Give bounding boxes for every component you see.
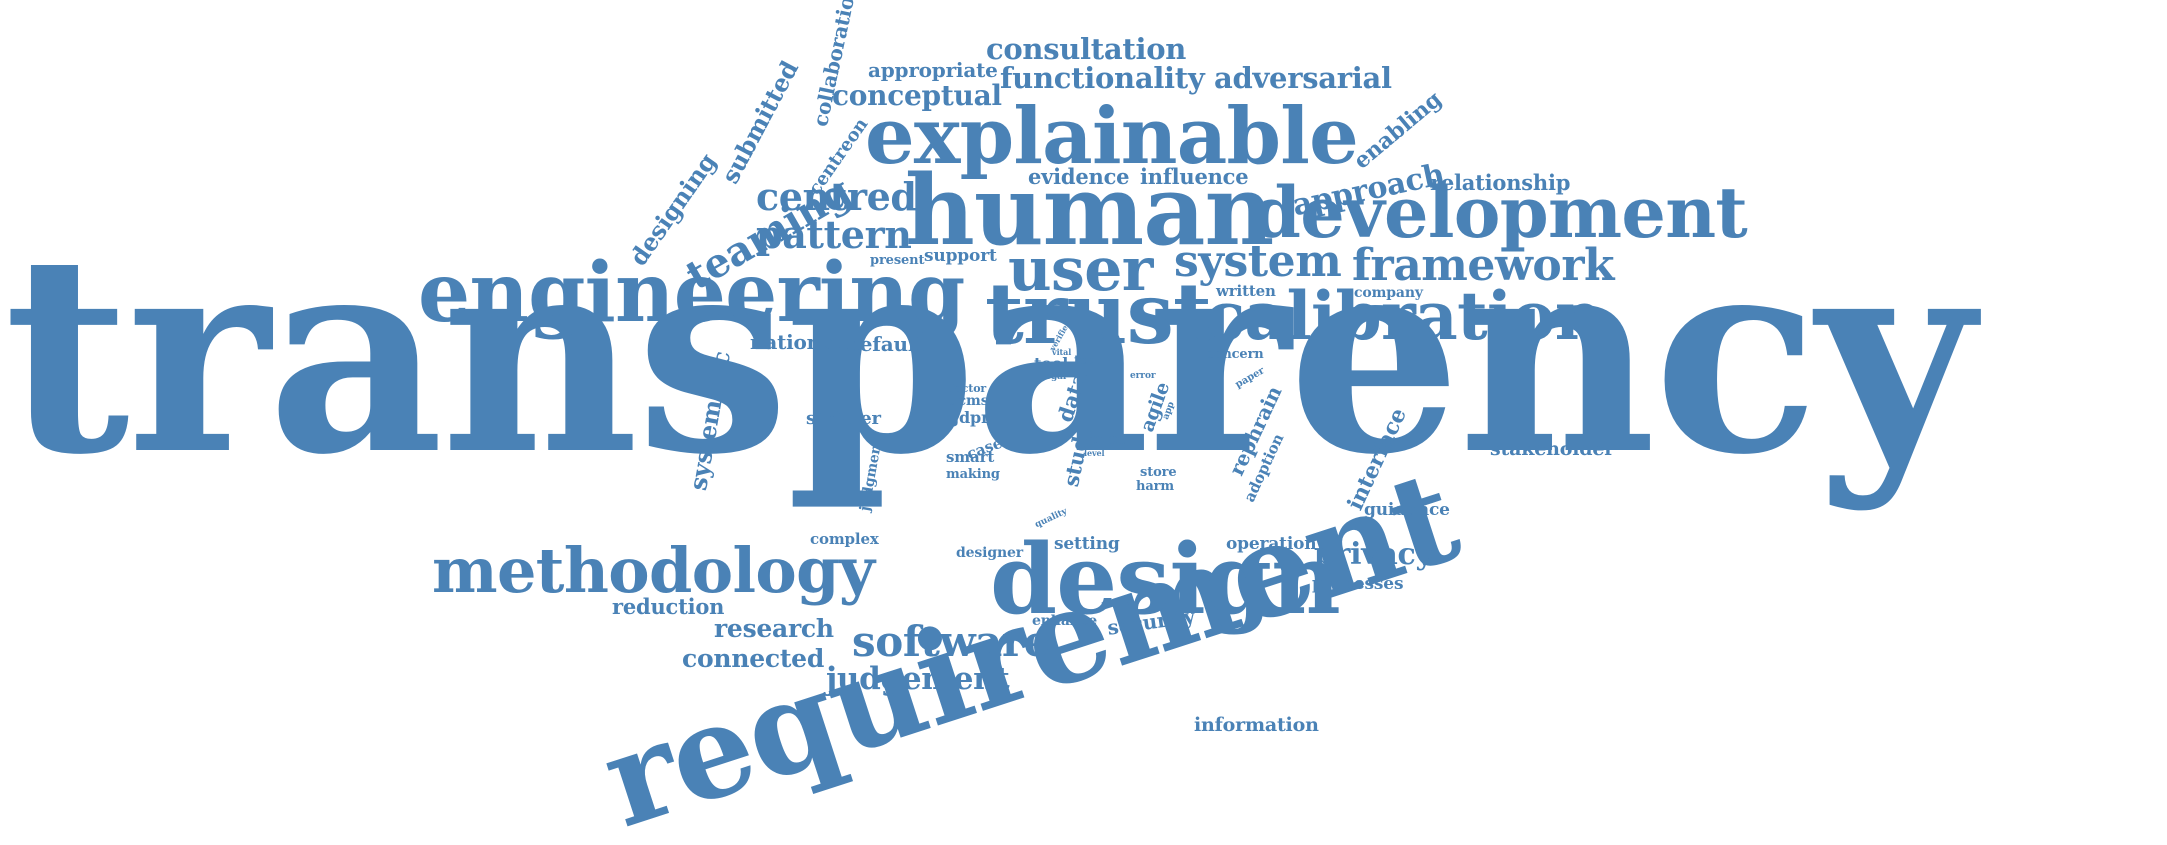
word-judgement: judgement: [826, 661, 1010, 697]
word-national: national: [750, 330, 842, 354]
word-user: user: [1008, 235, 1153, 305]
word-evidence: evidence: [1028, 164, 1130, 189]
word-concern: concern: [1206, 347, 1264, 362]
word-consultation: consultation: [986, 32, 1187, 66]
word-explainable: explainable: [865, 91, 1359, 182]
word-design: design: [990, 523, 1341, 636]
word-engineering: engineering: [418, 245, 965, 341]
word-functionality: functionality: [1000, 61, 1205, 95]
word-trust: trust: [985, 264, 1212, 363]
word-influence: influence: [1140, 164, 1249, 189]
word-proc: proc: [1090, 430, 1127, 448]
word-stakeholder: stakeholder: [1490, 438, 1615, 460]
word-guidance: guidance: [1364, 500, 1450, 520]
word-tool: tool: [1034, 354, 1069, 373]
word-gdpr: gdpr: [948, 408, 990, 427]
word-reduction: reduction: [612, 594, 725, 619]
word-pattern: pattern: [756, 212, 912, 257]
word-information: information: [1194, 714, 1319, 736]
word-complex: complex: [810, 530, 879, 548]
word-appropriate: appropriate: [868, 58, 998, 82]
word-connected: connected: [682, 644, 825, 673]
word-support: support: [924, 246, 997, 266]
word-system: system: [1174, 236, 1342, 287]
word-transparency: transparency: [4, 196, 1974, 515]
word-software: software: [852, 617, 1050, 666]
word-enhance: enhance: [1032, 613, 1097, 629]
word-tech: tech: [1074, 353, 1103, 367]
word-research: research: [714, 614, 834, 643]
word-submitted: submitted: [715, 55, 805, 189]
word-dcms: dcms: [948, 393, 989, 409]
word-relationship: relationship: [1430, 170, 1571, 195]
word-store: store: [1140, 465, 1177, 480]
word-sinister: sinister: [806, 408, 881, 429]
word-adversarial: adversarial: [1214, 61, 1392, 95]
word-harm: harm: [1136, 479, 1174, 494]
word-development: development: [1252, 171, 1748, 254]
word-written: written: [1216, 282, 1276, 300]
word-designer: designer: [956, 545, 1024, 561]
word-methodology: methodology: [432, 534, 875, 607]
word-framework: framework: [1352, 240, 1615, 291]
word-processes: processes: [1312, 574, 1404, 594]
word-smart: smart: [946, 448, 995, 466]
word-vital: vital: [1052, 347, 1072, 357]
word-level: level: [1084, 448, 1105, 458]
word-human: human: [905, 154, 1274, 267]
word-operation: operation: [1226, 534, 1317, 554]
word-privacy: privacy: [1314, 537, 1433, 572]
word-centred: centred: [756, 174, 917, 219]
word-default: default: [846, 332, 925, 356]
word-company: company: [1354, 285, 1423, 301]
word-calibration: calibration: [1205, 277, 1603, 355]
word-conceptual: conceptual: [832, 79, 1002, 112]
word-legal: legal: [1042, 372, 1067, 382]
word-error: error: [1130, 371, 1156, 381]
word-making: making: [946, 467, 1000, 482]
word-factor: factor: [950, 382, 987, 395]
word-present: present: [870, 253, 925, 268]
word-setting: setting: [1054, 534, 1120, 554]
